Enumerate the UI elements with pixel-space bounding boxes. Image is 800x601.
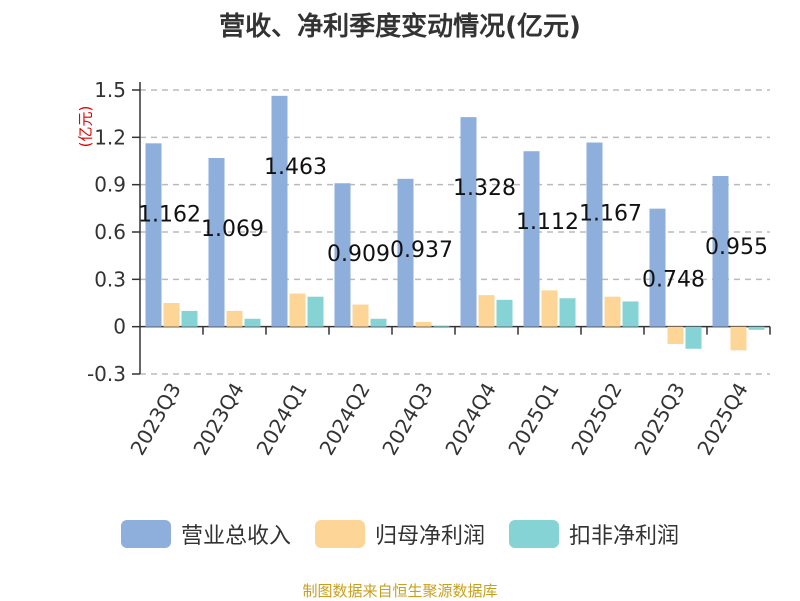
legend-swatch-net-profit: [314, 520, 365, 548]
bar-series-1-2024Q4: [478, 295, 495, 327]
bar-series-2-2025Q1: [559, 298, 576, 327]
legend: 营业总收入 归母净利润 扣非净利润: [0, 518, 800, 550]
bar-series-2-2024Q3: [433, 325, 450, 327]
bar-series-1-2024Q2: [352, 304, 369, 327]
y-tick-label: 0.9: [94, 173, 126, 197]
bar-series-0-2024Q3: [397, 178, 414, 327]
x-tick-label: 2023Q3: [125, 379, 185, 460]
x-tick-label: 2025Q2: [566, 379, 626, 460]
bar-series-2-2024Q2: [370, 318, 387, 327]
x-tick-label: 2024Q2: [314, 379, 374, 460]
legend-item-deducted-profit[interactable]: 扣非净利润: [509, 518, 679, 550]
bar-series-0-2025Q1: [523, 151, 540, 327]
bar-series-1-2024Q3: [415, 321, 432, 327]
bar-series-0-2025Q2: [586, 142, 603, 327]
data-label-revenue: 1.112: [516, 210, 579, 235]
data-label-revenue: 0.748: [642, 268, 705, 293]
legend-swatch-revenue: [120, 520, 171, 548]
data-label-revenue: 1.069: [201, 217, 264, 242]
source-note: 制图数据来自恒生聚源数据库: [302, 582, 498, 600]
legend-item-net-profit[interactable]: 归母净利润: [314, 518, 485, 550]
y-axis-unit-label: (亿元): [76, 105, 95, 148]
bar-series-2-2023Q4: [244, 318, 261, 327]
bar-series-0-2023Q3: [145, 143, 162, 327]
bar-series-2-2024Q4: [496, 299, 513, 327]
bar-series-2-2023Q3: [181, 310, 198, 327]
data-label-revenue: 1.162: [138, 202, 201, 227]
x-tick-label: 2025Q4: [692, 379, 752, 460]
bar-series-1-2024Q1: [289, 293, 306, 327]
bar-series-1-2025Q1: [541, 290, 558, 327]
data-label-revenue: 1.463: [264, 155, 327, 180]
bar-series-0-2024Q4: [460, 117, 477, 327]
data-label-revenue: 1.167: [579, 202, 642, 227]
y-tick-label: 0.6: [94, 220, 126, 244]
y-tick-label: -0.3: [87, 362, 126, 386]
legend-label-deducted-profit: 扣非净利润: [569, 524, 680, 549]
legend-label-revenue: 营业总收入: [180, 524, 291, 549]
data-label-revenue: 0.937: [390, 238, 453, 263]
x-tick-label: 2024Q1: [251, 379, 311, 460]
bar-series-0-2023Q4: [208, 158, 225, 327]
y-tick-label: 0.3: [94, 267, 126, 291]
bar-series-0-2025Q3: [649, 208, 666, 327]
bar-series-2-2024Q1: [307, 296, 324, 327]
bar-series-0-2024Q1: [271, 95, 288, 327]
x-tick-label: 2025Q1: [503, 379, 563, 460]
x-tick-label: 2025Q3: [629, 379, 689, 460]
x-tick-label: 2023Q4: [188, 379, 248, 460]
bar-series-1-2025Q2: [604, 296, 621, 327]
x-tick-label: 2024Q3: [377, 379, 437, 460]
legend-label-net-profit: 归母净利润: [374, 524, 485, 549]
y-tick-label: 1.2: [94, 125, 126, 149]
y-tick-label: 0: [113, 315, 126, 339]
bar-series-1-2023Q3: [163, 303, 180, 327]
bar-series-2-2025Q2: [622, 301, 639, 327]
bar-series-1-2025Q3: [667, 326, 684, 345]
bar-series-0-2025Q4: [712, 175, 729, 327]
bar-series-1-2023Q4: [226, 310, 243, 327]
bar-series-1-2025Q4: [730, 326, 747, 351]
chart-title: 营收、净利季度变动情况(亿元): [219, 12, 581, 42]
bar-series-0-2024Q2: [334, 183, 351, 327]
legend-item-revenue[interactable]: 营业总收入: [120, 518, 291, 550]
data-label-revenue: 1.328: [453, 176, 516, 201]
bar-series-2-2025Q3: [685, 326, 702, 349]
data-label-revenue: 0.909: [327, 242, 390, 267]
x-tick-label: 2024Q4: [440, 379, 500, 460]
bar-series-2-2025Q4: [748, 326, 765, 330]
y-tick-label: 1.5: [94, 78, 126, 102]
data-label-revenue: 0.955: [705, 235, 768, 260]
legend-swatch-deducted-profit: [509, 520, 559, 548]
